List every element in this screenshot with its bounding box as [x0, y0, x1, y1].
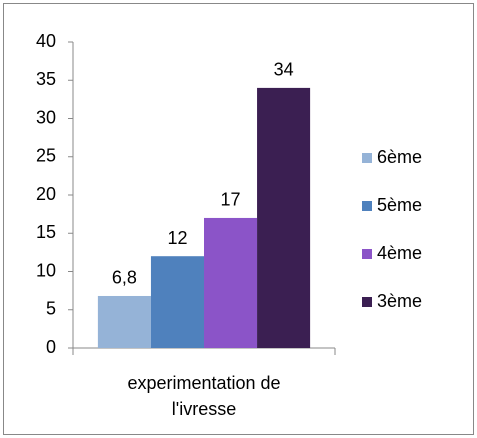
legend-swatch	[362, 201, 372, 211]
data-label: 34	[274, 60, 294, 80]
legend-label: 6ème	[377, 147, 422, 167]
legend-label: 3ème	[377, 291, 422, 311]
y-tick-label: 10	[36, 260, 56, 280]
data-label: 6,8	[112, 268, 137, 288]
bar	[150, 256, 204, 348]
y-tick-label: 25	[36, 146, 56, 166]
data-label: 12	[167, 228, 187, 248]
x-tick-label: experimentation de l'ivresse	[127, 373, 281, 419]
y-tick-label: 35	[36, 69, 56, 89]
bar	[97, 295, 151, 348]
y-tick-label: 0	[46, 337, 56, 357]
data-label: 17	[221, 190, 241, 210]
bar	[257, 87, 311, 349]
legend-swatch	[362, 153, 372, 163]
bar	[204, 217, 258, 348]
legend-swatch	[362, 297, 372, 307]
y-tick-label: 15	[36, 222, 56, 242]
y-tick-label: 30	[36, 107, 56, 127]
y-tick-label: 20	[36, 184, 56, 204]
y-tick-label: 40	[36, 31, 56, 51]
legend-swatch	[362, 249, 372, 259]
legend-label: 4ème	[377, 243, 422, 263]
legend-label: 5ème	[377, 195, 422, 215]
y-tick-label: 5	[46, 299, 56, 319]
